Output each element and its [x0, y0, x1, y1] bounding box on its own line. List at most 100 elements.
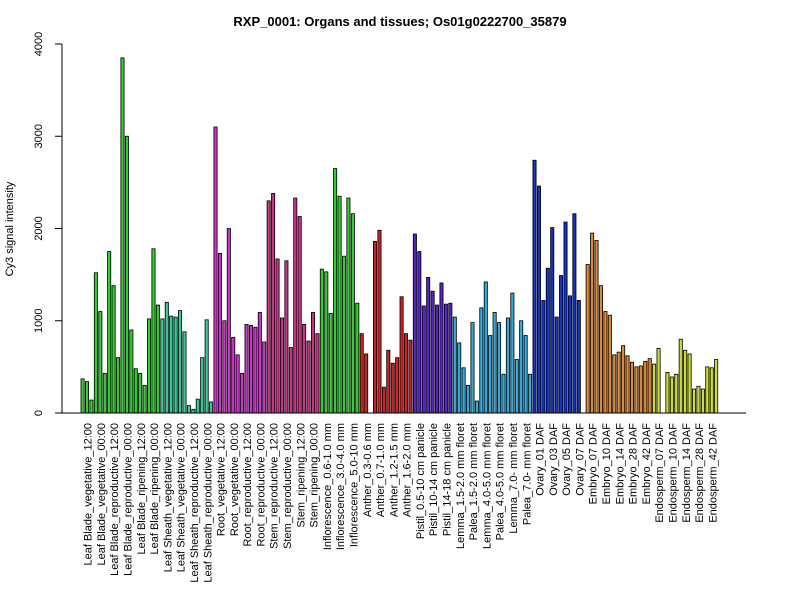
- bar: [240, 372, 245, 414]
- bar: [169, 315, 174, 414]
- bar: [195, 398, 200, 414]
- bar: [359, 333, 364, 414]
- bar: [545, 267, 550, 414]
- bar: [665, 372, 670, 414]
- bar: [213, 126, 218, 414]
- x-category-label: Embryo_07 DAF: [588, 423, 600, 505]
- y-tick-label: 0: [33, 410, 45, 416]
- bar: [696, 385, 701, 414]
- x-category-label: Embryo_42 DAF: [641, 423, 653, 505]
- bar: [709, 367, 714, 414]
- bar: [514, 359, 519, 414]
- bars: [80, 57, 719, 414]
- bar: [616, 351, 621, 414]
- bar: [111, 285, 116, 414]
- x-category-label: Stem_reproductive_00:00: [282, 423, 294, 549]
- bar: [257, 312, 262, 414]
- bar: [643, 360, 648, 414]
- bar: [209, 401, 214, 414]
- x-category-label: Pistil_0.5-10 cm panicle: [415, 423, 427, 539]
- bar: [204, 319, 209, 414]
- bar: [452, 316, 457, 414]
- bar: [124, 135, 129, 414]
- bar: [253, 326, 258, 414]
- x-category-label: Root_reproductive_00:00: [255, 423, 267, 547]
- x-category-label: Root_reproductive_12:00: [242, 423, 254, 547]
- bar: [607, 314, 612, 414]
- bar: [443, 303, 448, 414]
- bar: [532, 159, 537, 414]
- bar: [576, 300, 581, 414]
- bar: [426, 276, 431, 414]
- bar: [448, 302, 453, 414]
- bar: [430, 290, 435, 414]
- x-category-label: Palea_7.0- mm floret: [521, 423, 533, 525]
- x-category-label: Root_vegetative_00:00: [229, 423, 241, 536]
- x-category-label: Palea_4.0-5.0 mm floret: [495, 423, 507, 540]
- bar: [647, 358, 652, 414]
- y-axis-label: Cy3 signal intensity: [4, 181, 16, 276]
- bar: [222, 320, 227, 414]
- bar: [417, 251, 422, 414]
- x-category-label: Ovary_01 DAF: [535, 423, 547, 496]
- bar: [541, 300, 546, 414]
- x-category-label: Palea_1.5-2.0 mm floret: [468, 423, 480, 540]
- x-category-label: Endosperm_28 DAF: [694, 423, 706, 523]
- x-category-label: Stem_ripening_00:00: [309, 423, 321, 528]
- bar: [333, 168, 338, 414]
- x-category-label: Inflorescence_0.6-1.0 mm: [322, 423, 334, 550]
- bar: [138, 372, 143, 414]
- bar: [151, 248, 156, 414]
- bar: [191, 408, 196, 414]
- x-category-label: Embryo_10 DAF: [601, 423, 613, 505]
- x-category-label: Pistil_14-18 cm panicle: [442, 423, 454, 536]
- bar: [284, 260, 289, 414]
- bar: [567, 295, 572, 414]
- bar: [523, 335, 528, 414]
- bar: [399, 296, 404, 414]
- x-category-label: Endosperm_14 DAF: [681, 423, 693, 523]
- bar: [98, 311, 103, 414]
- bar: [266, 200, 271, 414]
- bar: [590, 232, 595, 414]
- bar: [692, 388, 697, 414]
- bar: [466, 384, 471, 414]
- y-axis: 0 1000 2000 3000 4000: [33, 32, 63, 416]
- bar: [93, 272, 98, 414]
- bar: [328, 312, 333, 414]
- bar: [120, 57, 125, 414]
- bar: [244, 324, 249, 414]
- bar: [186, 405, 191, 414]
- bar: [173, 316, 178, 414]
- bar: [102, 372, 107, 414]
- bar: [474, 400, 479, 414]
- bar: [319, 268, 324, 414]
- x-category-label: Leaf Blade_ripening_00:00: [149, 423, 161, 555]
- bar: [142, 384, 147, 414]
- bar: [470, 322, 475, 414]
- bar: [129, 329, 134, 414]
- x-category-label: Inflorescence_5.0-10 mm: [348, 423, 360, 547]
- bar: [355, 302, 360, 414]
- chart-title: RXP_0001: Organs and tissues; Os01g02227…: [233, 14, 566, 29]
- bar: [652, 363, 657, 414]
- bar: [687, 353, 692, 414]
- bar: [554, 316, 559, 414]
- bar: [497, 322, 502, 414]
- bar: [293, 197, 298, 414]
- bar: [625, 355, 630, 414]
- bar: [231, 336, 236, 414]
- bar: [572, 213, 577, 414]
- x-category-label: Leaf Blade_vegetative_12:00: [83, 423, 95, 566]
- bar: [536, 185, 541, 414]
- x-category-label: Anther_1.6-2.0 mm: [402, 423, 414, 517]
- bar: [160, 318, 165, 414]
- bar: [107, 251, 112, 414]
- x-category-label: Leaf Sheath_reproductive_00:00: [202, 423, 214, 583]
- bar: [288, 347, 293, 414]
- category-labels: Leaf Blade_vegetative_12:00 Leaf Blade_ve…: [83, 423, 720, 583]
- bar: [381, 386, 386, 414]
- bar: [683, 349, 688, 414]
- x-category-label: Embryo_14 DAF: [614, 423, 626, 505]
